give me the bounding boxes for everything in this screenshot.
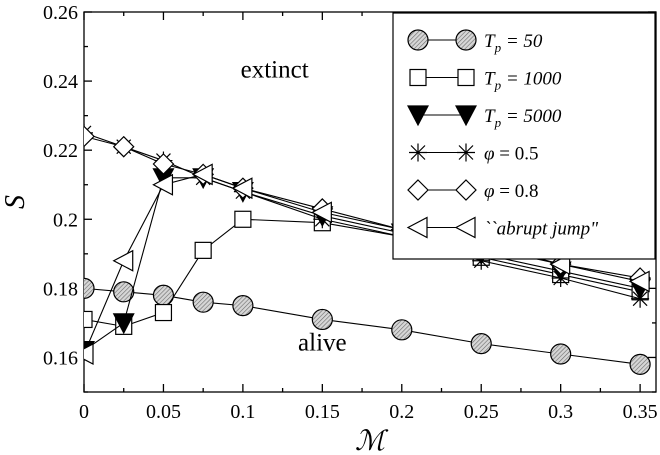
legend-entry: Tp = 5000 <box>407 105 562 130</box>
data-point <box>472 251 491 270</box>
legend-label-suffix: = 5000 <box>501 106 562 127</box>
x-tick-label: 0.35 <box>623 401 658 423</box>
legend-box <box>392 12 656 260</box>
legend-marker <box>457 143 475 162</box>
data-point <box>470 333 492 355</box>
data-point <box>629 353 651 375</box>
y-tick-label: 0.24 <box>43 71 78 93</box>
data-point <box>391 319 413 341</box>
series-line <box>84 177 641 351</box>
data-point <box>551 269 570 287</box>
data-point <box>84 125 95 148</box>
legend-marker <box>457 68 475 87</box>
legend-label-suffix: = 50 <box>501 31 543 52</box>
data-point <box>550 343 572 365</box>
region-label-alive: alive <box>298 330 347 357</box>
data-point <box>154 303 173 322</box>
legend-label: φ = 0.8 <box>484 181 538 202</box>
data-point <box>231 177 253 200</box>
legend-marker <box>455 105 477 127</box>
legend-label-sub: p <box>494 40 502 55</box>
series-0 <box>84 277 651 375</box>
x-tick-label: 0.3 <box>548 401 573 423</box>
data-point <box>112 313 135 335</box>
data-point <box>152 153 175 175</box>
legend-label-main: T <box>484 31 496 52</box>
legend-label-main: φ <box>484 181 495 202</box>
legend-label: Tp = 50 <box>484 31 543 55</box>
y-axis-title: S <box>0 195 31 209</box>
y-tick-label: 0.2 <box>53 209 78 231</box>
series-line <box>84 218 641 327</box>
y-tick-label: 0.26 <box>43 2 78 24</box>
legend-entry: φ = 0.8 <box>407 179 538 202</box>
data-point <box>191 163 213 186</box>
data-point <box>311 201 332 224</box>
legend-label-main: T <box>484 69 496 90</box>
data-point <box>84 343 94 365</box>
x-tick-label: 0.25 <box>464 401 499 423</box>
legend-label-main: T <box>484 106 496 127</box>
data-point <box>311 308 333 331</box>
y-tick-label: 0.18 <box>43 278 78 300</box>
data-point <box>628 270 650 293</box>
legend-marker <box>454 216 476 239</box>
x-tick-label: 0.05 <box>146 401 181 423</box>
data-point <box>152 173 174 196</box>
legend-entry: Tp = 50 <box>407 29 543 55</box>
legend-entry: Tp = 1000 <box>409 68 562 93</box>
legend-label: Tp = 5000 <box>484 106 562 130</box>
data-point <box>112 135 135 158</box>
legend-marker <box>407 29 429 51</box>
legend-label-suffix: = 1000 <box>501 69 562 90</box>
data-point <box>113 281 135 303</box>
legend-marker <box>407 179 429 201</box>
data-point <box>84 310 93 329</box>
data-point <box>84 277 95 299</box>
tick-labels: 0 0.05 0.1 0.15 0.2 0.25 0.3 0.35 0.16 0.18 0.2 0.2… <box>43 2 658 423</box>
y-tick-label: 0.16 <box>43 347 78 369</box>
data-point <box>192 291 214 313</box>
legend-entry: φ = 0.5 <box>409 143 538 165</box>
series-layer <box>84 123 652 375</box>
legend-marker <box>406 216 428 239</box>
legend-label: Tp = 1000 <box>484 69 562 93</box>
data-point <box>232 295 254 317</box>
legend-label: φ = 0.5 <box>484 144 538 165</box>
legend-label: ``abrupt jump" <box>484 219 599 240</box>
x-axis-title: ℳ <box>355 426 389 455</box>
legend-label-suffix: = 0.8 <box>495 181 539 202</box>
legend-marker <box>409 143 427 162</box>
legend-marker <box>409 68 427 87</box>
legend-label-suffix: = 0.5 <box>495 144 539 165</box>
plot-frame <box>83 11 657 393</box>
region-label-extinct: extinct <box>241 57 309 84</box>
x-tick-label: 0 <box>79 401 89 423</box>
data-point <box>112 249 134 272</box>
data-point <box>631 289 650 308</box>
x-tick-label: 0.2 <box>389 401 414 423</box>
legend-label-sub: p <box>494 78 502 93</box>
legend-label-sub: p <box>494 115 502 130</box>
data-point <box>234 210 252 228</box>
legend-entry: ``abrupt jump" <box>406 216 599 240</box>
series-line <box>84 287 641 365</box>
legend-label-main: φ <box>484 144 495 165</box>
legend-marker <box>455 29 477 51</box>
series-line <box>84 132 641 300</box>
x-tick-label: 0.1 <box>230 401 255 423</box>
y-tick-label: 0.22 <box>43 140 78 162</box>
x-tick-label: 0.15 <box>305 401 340 423</box>
legend-label-main: ``abrupt jump" <box>484 219 599 240</box>
data-point <box>194 241 212 259</box>
legend-marker <box>455 179 477 201</box>
legend-marker <box>407 105 429 127</box>
